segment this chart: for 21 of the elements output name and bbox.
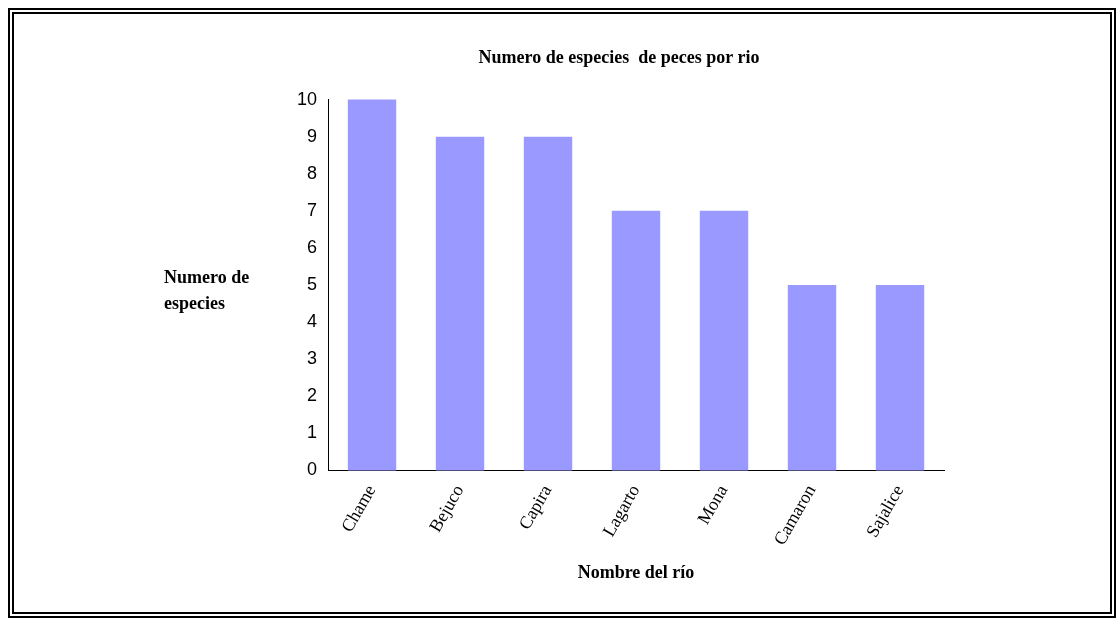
bar <box>523 136 573 471</box>
chart-title: Numero de especies de peces por rio <box>478 47 760 68</box>
y-tick-label: 8 <box>307 162 318 183</box>
bar <box>787 285 837 471</box>
y-tick-label: 4 <box>307 311 318 332</box>
y-tick-label: 6 <box>307 236 318 257</box>
bar <box>875 285 925 471</box>
y-tick-label: 1 <box>307 422 318 443</box>
y-tick-label: 7 <box>307 199 318 220</box>
y-tick-label: 2 <box>307 385 318 406</box>
y-tick-label: 0 <box>307 459 318 480</box>
bar <box>435 136 485 471</box>
y-tick-label: 5 <box>307 274 318 294</box>
bar <box>611 210 661 471</box>
x-axis-title: Nombre del río <box>577 561 695 582</box>
y-tick-label: 3 <box>307 348 318 369</box>
y-tick-label: 9 <box>307 125 318 146</box>
y-tick-label: 10 <box>296 88 318 109</box>
y-axis-title: Numero de especies <box>164 266 251 315</box>
bar <box>699 210 749 471</box>
bar <box>347 99 397 471</box>
